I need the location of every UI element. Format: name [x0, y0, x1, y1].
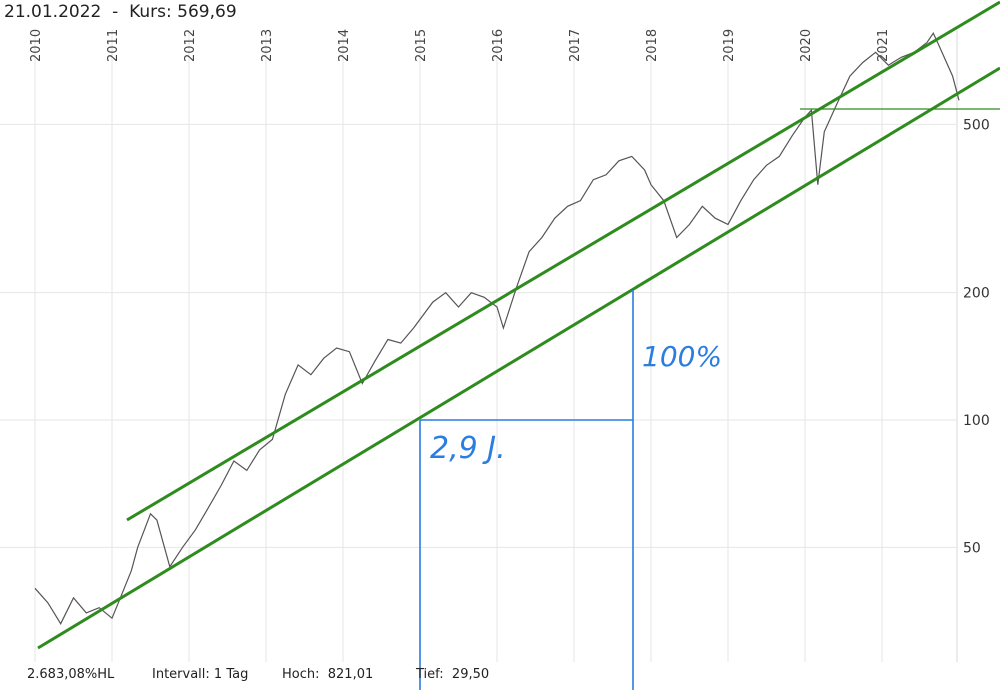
header-price-label: Kurs:: [129, 2, 172, 22]
trend-channel: [37, 0, 1000, 650]
chart-grid: [0, 30, 958, 662]
lower-channel-line: [37, 66, 1000, 650]
low-label: Tief:: [416, 667, 444, 682]
upper-channel-line: [126, 0, 1000, 522]
x-tick-label: 2018: [645, 29, 660, 62]
high-value: 821,01: [327, 667, 374, 682]
x-tick-label: 2015: [414, 29, 429, 62]
y-tick-label: 50: [963, 540, 981, 556]
x-axis-labels: 2010 2011 2012 2013 2014 2015 2016 2017 2018 2019…: [29, 29, 891, 62]
footer-interval: Intervall: 1 Tag: [152, 667, 248, 682]
x-tick-label: 2012: [183, 29, 198, 62]
measure-annotation: 2,9 J. 100%: [419, 290, 722, 690]
low-value: 29,50: [451, 667, 490, 682]
header-separator: -: [112, 2, 119, 22]
high-label: Hoch:: [282, 667, 320, 682]
x-tick-label: 2016: [491, 29, 506, 62]
y-tick-label: 200: [963, 286, 990, 302]
duration-annotation: 2,9 J.: [430, 431, 506, 466]
x-tick-label: 2020: [799, 29, 814, 62]
y-tick-label: 500: [963, 117, 990, 133]
x-tick-label: 2011: [106, 29, 121, 62]
x-tick-label: 2013: [260, 29, 275, 62]
chart-header: 21.01.2022 - Kurs: 569,69: [4, 2, 237, 22]
gain-annotation: 100%: [642, 340, 722, 373]
interval-label: Intervall:: [152, 667, 210, 682]
x-tick-label: 2014: [337, 29, 352, 62]
header-date: 21.01.2022: [4, 2, 102, 22]
x-tick-label: 2010: [29, 29, 44, 62]
header-price-value: 569,69: [177, 2, 237, 22]
y-axis-labels: 50 100 200 500: [963, 117, 990, 556]
footer-low: Tief: 29,50: [416, 667, 489, 682]
x-tick-label: 2017: [568, 29, 583, 62]
interval-value: 1 Tag: [213, 667, 249, 682]
footer-performance: 2.683,08%HL: [27, 667, 115, 682]
footer-high: Hoch: 821,01: [282, 667, 373, 682]
x-tick-label: 2021: [876, 29, 891, 62]
x-tick-label: 2019: [722, 29, 737, 62]
y-tick-label: 100: [963, 413, 990, 429]
